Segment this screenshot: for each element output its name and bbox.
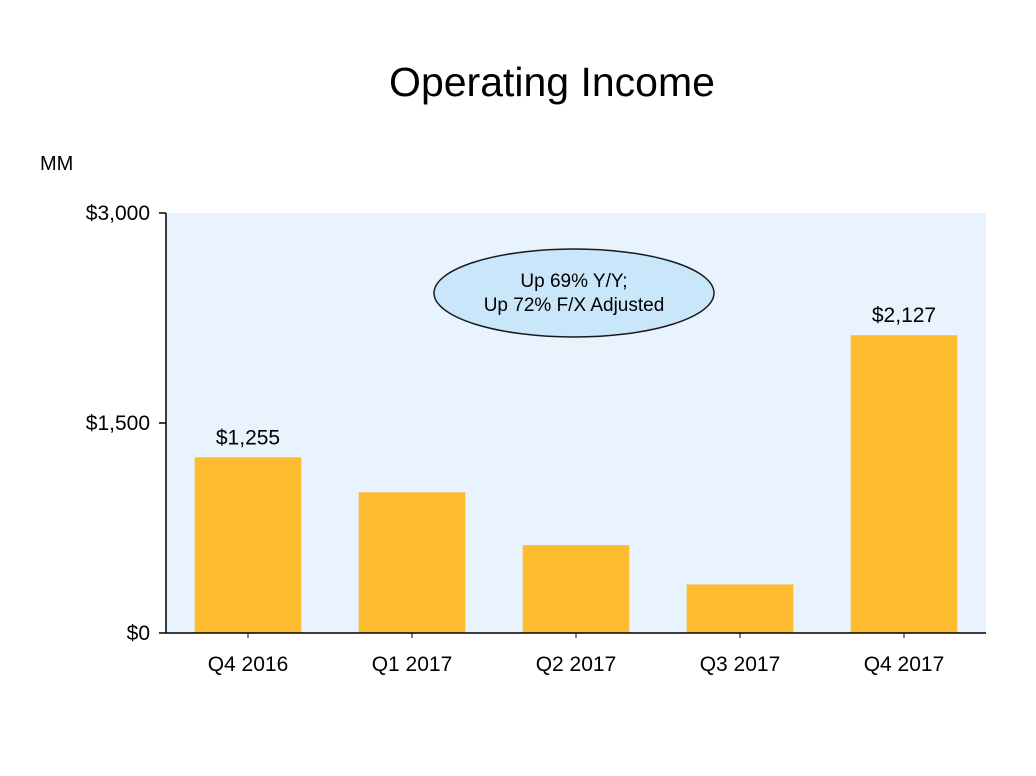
bar-q4-2017	[850, 335, 958, 633]
data-label-q4-2016: $1,255	[216, 426, 280, 449]
x-tick-label: Q3 2017	[700, 653, 781, 676]
callout-line-1: Up 69% Y/Y;	[520, 271, 627, 292]
x-tick-label: Q2 2017	[536, 653, 617, 676]
bar-q4-2016	[194, 457, 302, 633]
x-tick-label: Q4 2017	[864, 653, 945, 676]
bars-layer	[194, 335, 958, 633]
unit-label: MM	[40, 153, 73, 175]
chart-title: Operating Income	[389, 59, 715, 105]
x-tick-label: Q4 2016	[208, 653, 289, 676]
bar-q1-2017	[358, 492, 466, 633]
bar-q3-2017	[686, 584, 794, 633]
axes-layer: Q4 2016 Q1 2017 Q2 2017 Q3 2017 Q4 2017 $0 $1,…	[86, 202, 986, 676]
data-label-q4-2017: $2,127	[872, 304, 936, 327]
y-tick-label: $3,000	[86, 202, 150, 225]
bar-q2-2017	[522, 545, 630, 633]
callout-ellipse	[433, 248, 715, 338]
x-tick-label: Q1 2017	[372, 653, 453, 676]
y-tick-label: $0	[127, 622, 150, 645]
y-tick-label: $1,500	[86, 412, 150, 435]
data-labels-layer: $1,255 $2,127	[216, 304, 936, 449]
callout-line-2: Up 72% F/X Adjusted	[484, 295, 665, 316]
callout: Up 69% Y/Y; Up 72% F/X Adjusted	[433, 248, 715, 338]
